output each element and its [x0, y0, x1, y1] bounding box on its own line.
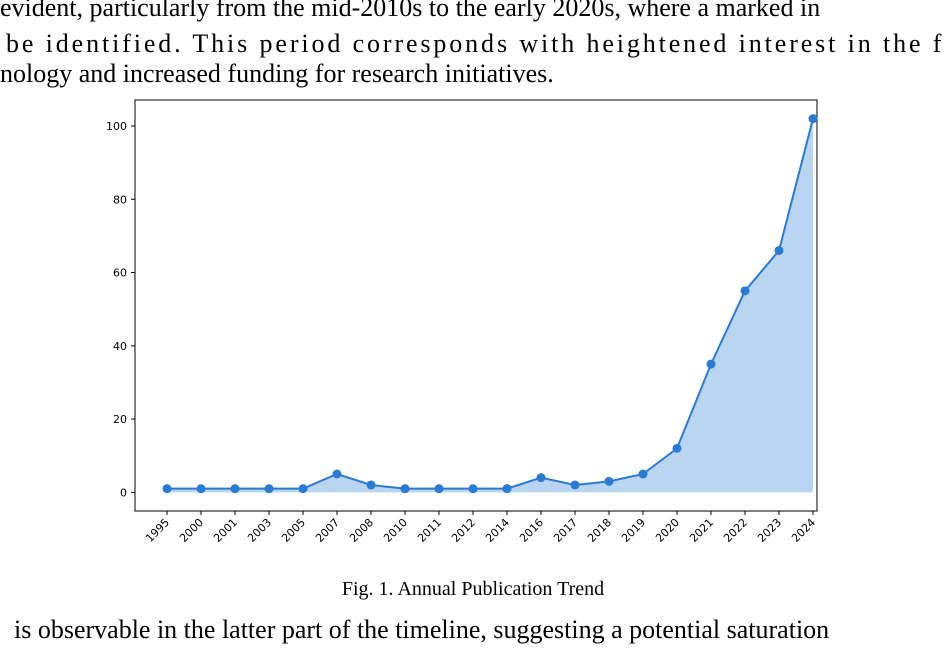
- body-line: be identified. This period corresponds w…: [6, 29, 944, 58]
- point: [502, 484, 512, 494]
- x-tick-label: 2012: [449, 516, 478, 545]
- point: [230, 484, 240, 494]
- point: [468, 484, 478, 494]
- point: [434, 484, 444, 494]
- x-tick-label: 2024: [789, 516, 818, 545]
- y-tick-label: 80: [113, 193, 127, 206]
- point: [672, 443, 682, 453]
- x-tick-label: 2008: [347, 516, 376, 545]
- x-tick-label: 2003: [245, 516, 274, 545]
- x-tick-label: 2000: [177, 516, 206, 545]
- x-tick-label: 2017: [551, 516, 580, 545]
- y-tick-label: 60: [113, 267, 127, 280]
- x-tick-label: 2016: [517, 516, 546, 545]
- point: [570, 480, 580, 490]
- plot-frame: [134, 99, 818, 512]
- x-tick-label: 2022: [721, 516, 750, 545]
- x-tick-label: 2021: [687, 516, 716, 545]
- x-tick-label: 2005: [279, 516, 308, 545]
- x-tick-label: 2023: [755, 516, 784, 545]
- body-line: is observable in the latter part of the …: [14, 615, 829, 644]
- point: [366, 480, 376, 490]
- point: [740, 286, 750, 296]
- point: [162, 484, 172, 494]
- point: [604, 476, 614, 486]
- point: [706, 359, 716, 369]
- point: [774, 246, 784, 256]
- y-tick-label: 0: [120, 486, 127, 499]
- x-tick-label: 2007: [313, 516, 342, 545]
- y-tick-label: 100: [106, 120, 127, 133]
- point: [400, 484, 410, 494]
- point: [196, 484, 206, 494]
- x-tick-label: 2010: [381, 516, 410, 545]
- body-line: evident, particularly from the mid-2010s…: [0, 0, 820, 22]
- y-tick-label: 20: [113, 413, 127, 426]
- line: [167, 118, 814, 490]
- point: [536, 473, 546, 483]
- area: [167, 118, 813, 493]
- x-tick-label: 2019: [619, 516, 648, 545]
- point: [264, 484, 274, 494]
- x-tick-label: 1995: [143, 516, 172, 545]
- x-tick-label: 2014: [483, 516, 512, 545]
- point: [808, 114, 818, 124]
- point: [638, 469, 648, 479]
- point: [298, 484, 308, 494]
- x-tick-label: 2018: [585, 516, 614, 545]
- x-tick-label: 2020: [653, 516, 682, 545]
- body-line: nology and increased funding for researc…: [0, 59, 554, 88]
- figure-caption: Fig. 1. Annual Publication Trend: [342, 578, 604, 600]
- x-tick-label: 2001: [211, 516, 240, 545]
- point: [332, 469, 342, 479]
- x-tick-label: 2011: [415, 516, 444, 545]
- y-tick-label: 40: [113, 340, 127, 353]
